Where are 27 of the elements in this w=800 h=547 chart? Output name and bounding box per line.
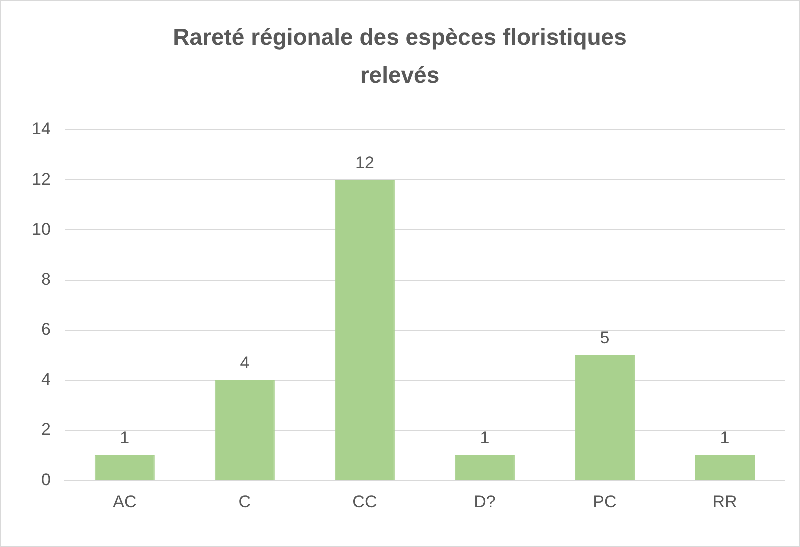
- bar: [694, 456, 755, 480]
- y-tick-label: 10: [32, 220, 51, 239]
- data-label: 4: [240, 354, 250, 373]
- y-tick-label: 0: [41, 470, 51, 490]
- data-label: 5: [600, 328, 610, 348]
- y-tick-label: 4: [41, 370, 51, 390]
- chart-title: Rareté régionale des espèces floristiques relevés: [172, 23, 628, 90]
- bar: [334, 180, 395, 480]
- x-tick-label: PC: [593, 492, 617, 512]
- x-tick-label: AC: [113, 492, 137, 512]
- y-tick-label: 14: [32, 120, 51, 139]
- y-tick-label: 12: [32, 170, 51, 189]
- data-label: 1: [480, 428, 490, 448]
- x-tick-label: CC: [352, 492, 378, 512]
- bar: [574, 355, 635, 480]
- bar: [454, 456, 515, 480]
- bar: [214, 380, 275, 480]
- x-tick-label: C: [238, 492, 252, 512]
- bar: [94, 456, 155, 480]
- y-tick-label: 8: [41, 270, 51, 289]
- data-label: 1: [120, 428, 130, 448]
- x-tick-label: RR: [712, 492, 738, 512]
- y-tick-label: 6: [41, 320, 51, 340]
- data-label: 12: [355, 153, 374, 172]
- x-tick-label: D?: [474, 492, 496, 512]
- data-label: 1: [720, 428, 730, 448]
- y-tick-label: 2: [41, 420, 51, 440]
